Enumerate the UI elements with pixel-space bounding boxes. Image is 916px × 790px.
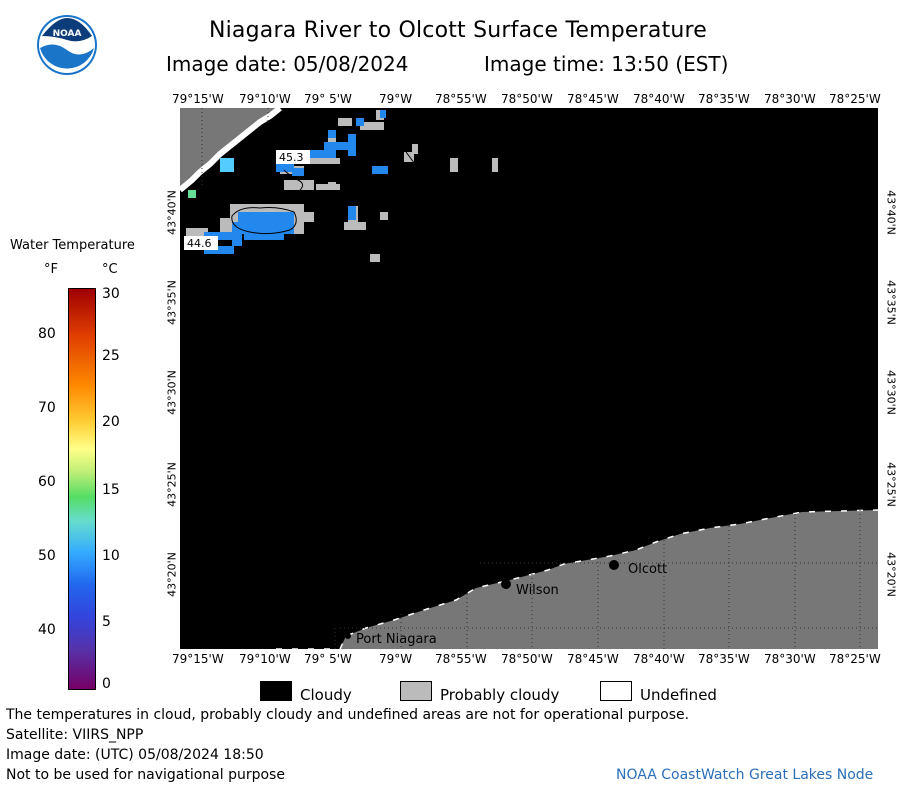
c-tick-15: 15 <box>102 482 120 498</box>
svg-text:45.3: 45.3 <box>279 151 304 164</box>
page-title: Niagara River to Olcott Surface Temperat… <box>208 18 708 43</box>
c-tick-30: 30 <box>102 286 120 302</box>
lon-tick-top-0: 79°15'W <box>172 92 224 106</box>
lon-tick-top-7: 78°40'W <box>633 92 685 106</box>
image-time: Image time: 13:50 (EST) <box>484 52 729 76</box>
svg-text:44.6: 44.6 <box>187 237 212 250</box>
c-tick-25: 25 <box>102 348 120 364</box>
legend-undefined-swatch <box>600 681 632 701</box>
land-new-york <box>276 510 878 649</box>
lat-tick-left-1: 43°35'N <box>165 280 179 325</box>
undefined-shoreline-us <box>276 509 878 649</box>
lon-tick-bottom-2: 79° 5'W <box>304 652 352 666</box>
c-tick-0: 0 <box>102 676 111 692</box>
lat-tick-right-2: 43°30'N <box>884 370 898 415</box>
f-tick-80: 80 <box>38 326 56 342</box>
wilson-marker <box>501 579 511 589</box>
lat-tick-right-1: 43°35'N <box>884 280 898 325</box>
shore-pixel <box>188 190 196 198</box>
legend-unit-f: °F <box>44 262 58 277</box>
lon-tick-bottom-6: 78°45'W <box>567 652 619 666</box>
isotherm-contours <box>231 151 424 235</box>
lon-tick-bottom-5: 78°50'W <box>501 652 553 666</box>
lat-tick-left-2: 43°30'N <box>165 370 179 415</box>
footer-nav-warning: Not to be used for navigational purpose <box>6 767 285 783</box>
land-canada <box>180 108 280 190</box>
lon-tick-top-10: 78°25'W <box>829 92 881 106</box>
footer-utc-date: Image date: (UTC) 05/08/2024 18:50 <box>6 747 264 763</box>
legend-undefined-label: Undefined <box>640 686 717 704</box>
lon-tick-bottom-9: 78°30'W <box>764 652 816 666</box>
lon-tick-bottom-1: 79°10'W <box>239 652 291 666</box>
port-niagara-marker <box>345 633 351 639</box>
undefined-shoreline-canada <box>180 108 282 193</box>
lat-tick-left-4: 43°20'N <box>165 552 179 597</box>
water-temperature-pixels <box>204 110 388 254</box>
lat-tick-right-3: 43°25'N <box>884 462 898 507</box>
legend-cloudy-label: Cloudy <box>300 686 352 704</box>
port-niagara-label: Port Niagara <box>356 632 437 647</box>
lon-tick-top-5: 78°50'W <box>501 92 553 106</box>
footer-note: The temperatures in cloud, probably clou… <box>6 707 690 723</box>
lon-tick-top-9: 78°30'W <box>764 92 816 106</box>
f-tick-70: 70 <box>38 400 56 416</box>
temperature-map: 45.3 44.6 Olcott Wilson Port Niagara <box>180 108 878 649</box>
lon-tick-bottom-8: 78°35'W <box>698 652 750 666</box>
olcott-marker <box>609 560 619 570</box>
graticule <box>201 108 878 649</box>
shore-pixel <box>220 158 234 172</box>
color-scale-bar <box>68 288 96 690</box>
lon-tick-top-2: 79° 5'W <box>304 92 352 106</box>
legend-unit-c: °C <box>102 262 118 277</box>
lat-tick-left-0: 43°40'N <box>165 190 179 235</box>
legend-title: Water Temperature <box>10 238 135 253</box>
lat-tick-right-0: 43°40'N <box>884 190 898 235</box>
noaa-logo-text: NOAA <box>53 29 82 39</box>
lon-tick-bottom-3: 79°W <box>379 652 413 666</box>
f-tick-60: 60 <box>38 474 56 490</box>
lon-tick-top-4: 78°55'W <box>435 92 487 106</box>
f-tick-50: 50 <box>38 548 56 564</box>
c-tick-5: 5 <box>102 614 111 630</box>
lat-tick-right-4: 43°20'N <box>884 552 898 597</box>
noaa-logo: NOAA <box>36 14 98 76</box>
legend-cloudy-swatch <box>260 681 292 701</box>
lon-tick-bottom-0: 79°15'W <box>172 652 224 666</box>
footer-credit: NOAA CoastWatch Great Lakes Node <box>616 767 874 783</box>
temperature-label-45-3: 45.3 <box>276 150 310 164</box>
f-tick-40: 40 <box>38 622 56 638</box>
olcott-label: Olcott <box>628 562 667 577</box>
temperature-label-44-6: 44.6 <box>184 236 218 250</box>
lat-tick-left-3: 43°25'N <box>165 462 179 507</box>
legend-probably-cloudy-label: Probably cloudy <box>440 686 560 704</box>
lon-tick-top-8: 78°35'W <box>698 92 750 106</box>
lon-tick-top-1: 79°10'W <box>239 92 291 106</box>
c-tick-20: 20 <box>102 414 120 430</box>
image-date: Image date: 05/08/2024 <box>166 52 409 76</box>
lon-tick-bottom-4: 78°55'W <box>435 652 487 666</box>
lon-tick-top-3: 79°W <box>379 92 413 106</box>
probably-cloudy-pixel <box>370 254 378 262</box>
c-tick-10: 10 <box>102 548 120 564</box>
wilson-label: Wilson <box>516 583 559 598</box>
footer-satellite: Satellite: VIIRS_NPP <box>6 727 144 743</box>
lon-tick-bottom-7: 78°40'W <box>633 652 685 666</box>
lon-tick-bottom-10: 78°25'W <box>829 652 881 666</box>
lon-tick-top-6: 78°45'W <box>567 92 619 106</box>
legend-probably-cloudy-swatch <box>400 681 432 701</box>
